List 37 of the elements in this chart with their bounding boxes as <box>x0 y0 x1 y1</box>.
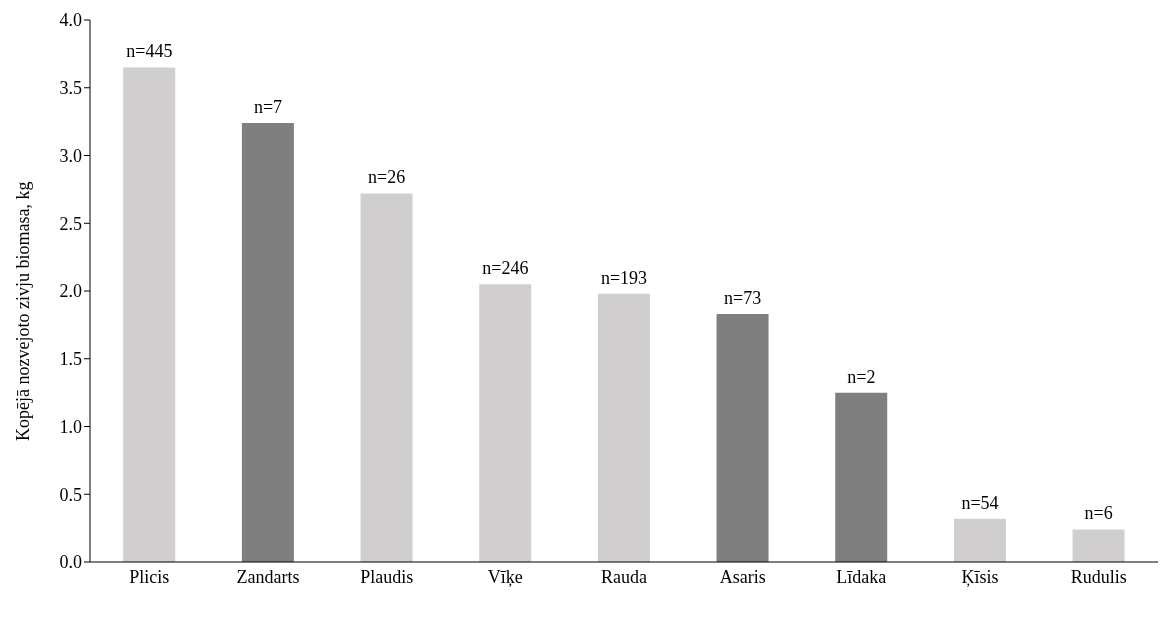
y-tick-label: 0.5 <box>59 484 82 505</box>
x-tick-label: Līdaka <box>836 566 887 587</box>
bar <box>360 193 413 562</box>
y-axis-title: Kopējā nozvejoto zivju biomasa, kg <box>13 181 34 441</box>
y-tick-label: 1.5 <box>59 349 82 370</box>
annotation: n=54 <box>961 492 999 513</box>
y-tick-label: 3.5 <box>59 78 82 99</box>
x-tick-label: Ķīsis <box>961 566 999 587</box>
x-tick-label: Vīķe <box>487 566 523 587</box>
annotation: n=26 <box>368 167 406 188</box>
x-tick-label: Rudulis <box>1070 566 1127 587</box>
bar <box>597 293 650 562</box>
y-tick-label: 4.0 <box>59 10 82 31</box>
x-tick-label: Zandarts <box>236 566 300 587</box>
annotation: n=6 <box>1084 503 1113 524</box>
x-tick-label: Asaris <box>719 566 766 587</box>
bar <box>479 284 532 562</box>
y-tick-label: 3.0 <box>59 145 82 166</box>
bar <box>835 392 888 562</box>
y-tick-label: 2.0 <box>59 281 82 302</box>
annotation: n=193 <box>600 267 648 288</box>
annotation: n=7 <box>253 96 283 117</box>
annotation: n=73 <box>724 288 762 309</box>
y-tick-label: 1.0 <box>59 416 82 437</box>
bar <box>123 67 176 562</box>
x-tick-label: Rauda <box>601 566 647 587</box>
bar <box>716 314 769 562</box>
y-tick-label: 0.0 <box>59 552 82 573</box>
bar <box>1072 529 1125 562</box>
annotation: n=445 <box>126 41 173 62</box>
annotation: n=246 <box>482 258 529 279</box>
y-tick-label: 2.5 <box>59 213 82 234</box>
annotation: n=2 <box>847 366 876 387</box>
bar <box>953 518 1006 562</box>
x-tick-label: Plaudis <box>360 566 414 587</box>
x-tick-label: Plicis <box>129 566 170 587</box>
bar <box>241 122 294 562</box>
